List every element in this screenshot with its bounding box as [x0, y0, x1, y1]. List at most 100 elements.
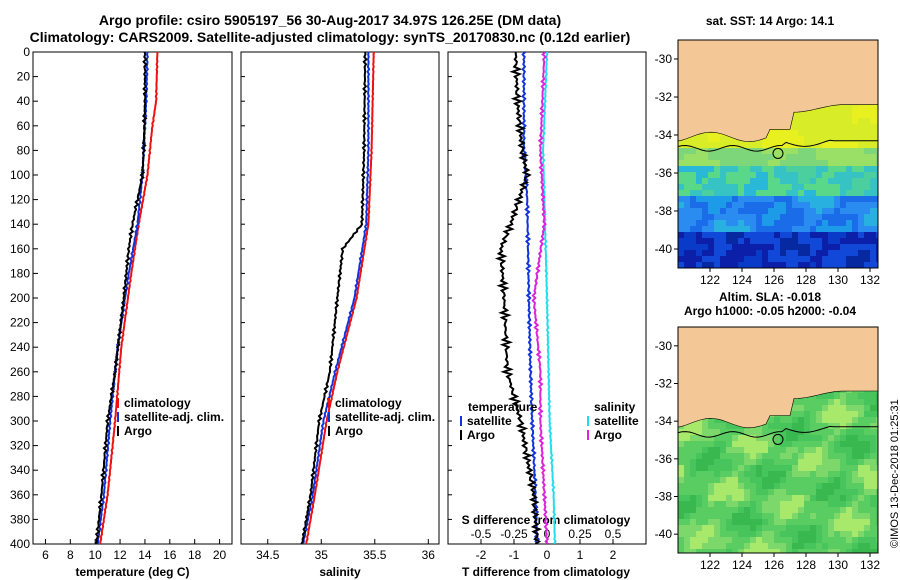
heatmap-cell [768, 154, 774, 160]
heatmap-cell [744, 154, 750, 160]
heatmap-cell [804, 166, 810, 172]
heatmap-cell [696, 202, 702, 208]
heatmap-cell [876, 489, 878, 495]
heatmap-cell [852, 136, 858, 142]
heatmap-cell [774, 262, 780, 268]
heatmap-cell [852, 447, 858, 453]
x-tick-label: 132 [860, 273, 880, 287]
heatmap-cell [678, 537, 684, 543]
heatmap-cell [822, 136, 828, 142]
heatmap-cell [804, 202, 810, 208]
heatmap-cell [846, 435, 852, 441]
x-tick-label: 16 [163, 548, 177, 562]
heatmap-cell [720, 190, 726, 196]
heatmap-cell [750, 154, 756, 160]
heatmap-cell [708, 172, 714, 178]
heatmap-cell [792, 202, 798, 208]
heatmap-cell [768, 178, 774, 184]
heatmap-cell [804, 118, 810, 124]
heatmap-cell [732, 483, 738, 489]
heatmap-cell [834, 453, 840, 459]
heatmap-cell [798, 190, 804, 196]
heatmap-cell [876, 196, 878, 202]
heatmap-cell [678, 489, 684, 495]
heatmap-cell [708, 537, 714, 543]
heatmap-cell [690, 178, 696, 184]
heatmap-cell [834, 238, 840, 244]
heatmap-cell [762, 477, 768, 483]
heatmap-cell [870, 130, 876, 136]
heatmap-cell [684, 471, 690, 477]
heatmap-cell [828, 262, 834, 268]
heatmap-cell [696, 477, 702, 483]
heatmap-cell [738, 262, 744, 268]
heatmap-cell [858, 208, 864, 214]
heatmap-cell [798, 549, 804, 553]
heatmap-cell [750, 459, 756, 465]
heatmap-cell [858, 148, 864, 154]
heatmap-cell [786, 477, 792, 483]
heatmap-cell [822, 453, 828, 459]
heatmap-cell [756, 501, 762, 507]
heatmap-cell [846, 489, 852, 495]
heatmap-cell [744, 495, 750, 501]
heatmap-cell [702, 453, 708, 459]
heatmap-cell [762, 489, 768, 495]
heatmap-cell [852, 411, 858, 417]
heatmap-cell [798, 124, 804, 130]
heatmap-cell [864, 417, 870, 423]
heatmap-cell [708, 531, 714, 537]
heatmap-cell [822, 178, 828, 184]
heatmap-cell [792, 256, 798, 262]
heatmap-cell [726, 489, 732, 495]
heatmap-cell [678, 232, 684, 238]
heatmap-cell [762, 238, 768, 244]
heatmap-cell [816, 136, 822, 142]
heatmap-cell [702, 519, 708, 525]
heatmap-cell [762, 142, 768, 148]
heatmap-cell [714, 214, 720, 220]
heatmap-cell [750, 453, 756, 459]
heatmap-cell [690, 244, 696, 250]
y-tick-label: -36 [655, 452, 673, 466]
heatmap-cell [690, 148, 696, 154]
heatmap-cell [714, 196, 720, 202]
x-tick-label: 35 [315, 548, 329, 562]
heatmap-cell [864, 160, 870, 166]
heatmap-cell [726, 208, 732, 214]
heatmap-cell [798, 411, 804, 417]
heatmap-cell [828, 136, 834, 142]
heatmap-cell [798, 196, 804, 202]
y-tick-label: 340 [10, 463, 30, 477]
heatmap-cell [720, 184, 726, 190]
heatmap-cell [702, 435, 708, 441]
heatmap-cell [810, 220, 816, 226]
heatmap-cell [858, 166, 864, 172]
heatmap-cell [798, 417, 804, 423]
heatmap-cell [816, 238, 822, 244]
heatmap-cell [786, 202, 792, 208]
heatmap-cell [726, 483, 732, 489]
heatmap-cell [738, 142, 744, 148]
heatmap-cell [774, 483, 780, 489]
heatmap-cell [756, 543, 762, 549]
heatmap-cell [798, 399, 804, 405]
legend-label: satellite-adj. clim. [335, 410, 435, 424]
heatmap-cell [852, 250, 858, 256]
x-tick-label: 10 [89, 548, 103, 562]
heatmap-cell [786, 459, 792, 465]
legend-label: Argo [124, 424, 152, 438]
heatmap-cell [762, 507, 768, 513]
heatmap-cell [780, 543, 786, 549]
heatmap-cell [690, 537, 696, 543]
heatmap-cell [876, 136, 878, 142]
heatmap-cell [792, 411, 798, 417]
heatmap-cell [678, 250, 684, 256]
heatmap-cell [756, 184, 762, 190]
heatmap-cell [762, 459, 768, 465]
heatmap-cell [852, 196, 858, 202]
heatmap-cell [858, 256, 864, 262]
heatmap-cell [780, 202, 786, 208]
heatmap-cell [780, 154, 786, 160]
heatmap-cell [780, 465, 786, 471]
